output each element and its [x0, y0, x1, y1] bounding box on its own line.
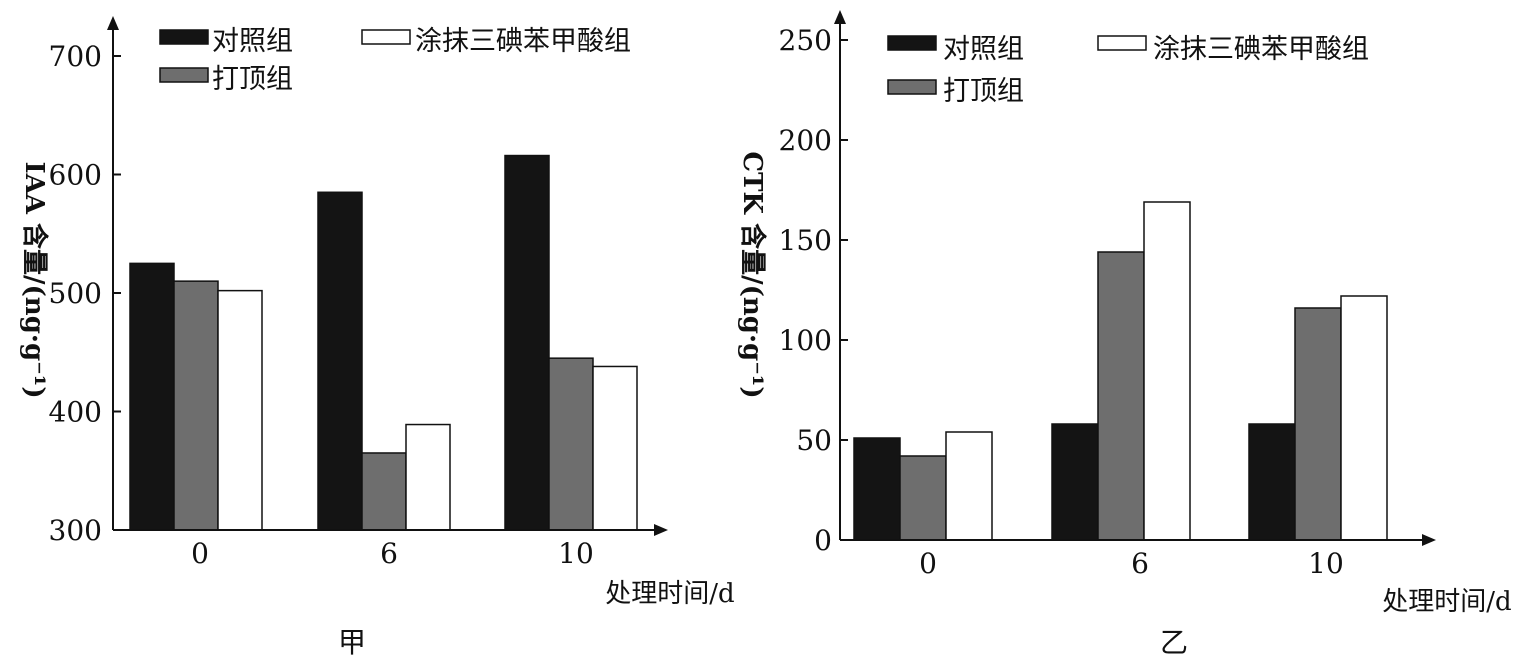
- iaa-y-tick-label-1: 400: [49, 396, 102, 429]
- iaa-bars: [129, 154, 638, 531]
- ctk-bar-s1-c1: [1097, 251, 1145, 541]
- ctk-bar-s0-c1: [1051, 423, 1099, 541]
- ctk-x-tick-label-2: 10: [1308, 547, 1344, 580]
- ctk-legend-label-1: 打顶组: [943, 76, 1024, 107]
- iaa-x-axis-title: 处理时间/d: [605, 579, 734, 609]
- ctk-legend-label-0: 对照组: [943, 34, 1024, 65]
- ctk-y-tick-label-5: 250: [779, 24, 832, 57]
- ctk-x-axis-arrow: [1422, 534, 1436, 546]
- ctk-legend-swatch-0: [887, 35, 937, 51]
- ctk-legend-swatch-1: [887, 79, 937, 95]
- iaa-y-tick-label-4: 700: [49, 40, 102, 73]
- iaa-bar-s1-c2: [548, 357, 594, 531]
- iaa-bar-s0-c2: [504, 154, 550, 531]
- ctk-caption: 乙: [1160, 626, 1188, 659]
- iaa-x-tick-label-0: 0: [191, 537, 209, 570]
- iaa-y-tick-label-0: 300: [49, 514, 102, 547]
- iaa-bar-s2-c2: [592, 365, 638, 531]
- iaa-y-axis-arrow: [107, 16, 119, 30]
- ctk-bar-s1-c2: [1294, 307, 1342, 541]
- iaa-y-tick-label-2: 500: [49, 277, 102, 310]
- iaa-caption: 甲: [338, 626, 366, 659]
- ctk-y-tick-label-4: 200: [779, 124, 832, 157]
- iaa-x-tick-label-1: 6: [380, 537, 398, 570]
- ctk-y-tick-label-3: 150: [779, 224, 832, 257]
- iaa-axes: [107, 16, 668, 536]
- ctk-y-tick-label-2: 100: [779, 324, 832, 357]
- iaa-x-axis-arrow: [654, 524, 668, 536]
- iaa-legend-label-1: 打顶组: [212, 64, 293, 95]
- iaa-legend-swatch-2: [361, 29, 411, 45]
- iaa-legend-label-0: 对照组: [212, 26, 293, 57]
- iaa-y-tick-label-3: 600: [49, 159, 102, 192]
- iaa-legend-label-2: 涂抹三碘苯甲酸组: [415, 26, 631, 57]
- ctk-axes: [834, 10, 1436, 546]
- iaa-bar-s1-c0: [173, 280, 219, 531]
- iaa-bar-s2-c1: [405, 423, 451, 531]
- ctk-bar-s2-c1: [1143, 201, 1191, 541]
- iaa-y-axis-title: IAA 含量/(ng·g⁻¹): [19, 161, 50, 398]
- ctk-bar-s2-c2: [1340, 295, 1388, 541]
- iaa-legend-swatch-1: [159, 67, 209, 83]
- ctk-bar-s0-c0: [853, 437, 901, 541]
- ctk-x-tick-label-1: 6: [1131, 547, 1149, 580]
- ctk-bar-s2-c0: [945, 431, 993, 541]
- ctk-y-axis-arrow: [834, 10, 846, 24]
- iaa-x-tick-label-2: 10: [558, 537, 594, 570]
- iaa-x-ticks: 0 6 10: [191, 537, 594, 570]
- ctk-bar-s0-c2: [1248, 423, 1296, 541]
- iaa-bar-s0-c0: [129, 262, 175, 531]
- iaa-legend-swatch-0: [159, 29, 209, 45]
- ctk-y-ticks: 0 50 100 150 200 250: [779, 24, 848, 557]
- ctk-x-ticks: 0 6 10: [919, 547, 1344, 580]
- ctk-legend-label-2: 涂抹三碘苯甲酸组: [1153, 34, 1369, 65]
- ctk-y-tick-label-0: 0: [814, 524, 832, 557]
- iaa-bar-s1-c1: [361, 452, 407, 531]
- ctk-x-tick-label-0: 0: [919, 547, 937, 580]
- iaa-bar-s2-c0: [217, 289, 263, 531]
- ctk-x-axis-title: 处理时间/d: [1382, 587, 1511, 617]
- iaa-y-ticks: 300 400 500 600 700: [49, 40, 121, 547]
- iaa-bar-s0-c1: [317, 191, 363, 531]
- ctk-y-tick-label-1: 50: [796, 424, 832, 457]
- ctk-bars: [853, 201, 1388, 541]
- ctk-y-axis-title: CTK 含量/(ng·g⁻¹): [737, 151, 768, 398]
- ctk-bar-s1-c0: [899, 455, 947, 541]
- ctk-legend-swatch-2: [1097, 35, 1147, 51]
